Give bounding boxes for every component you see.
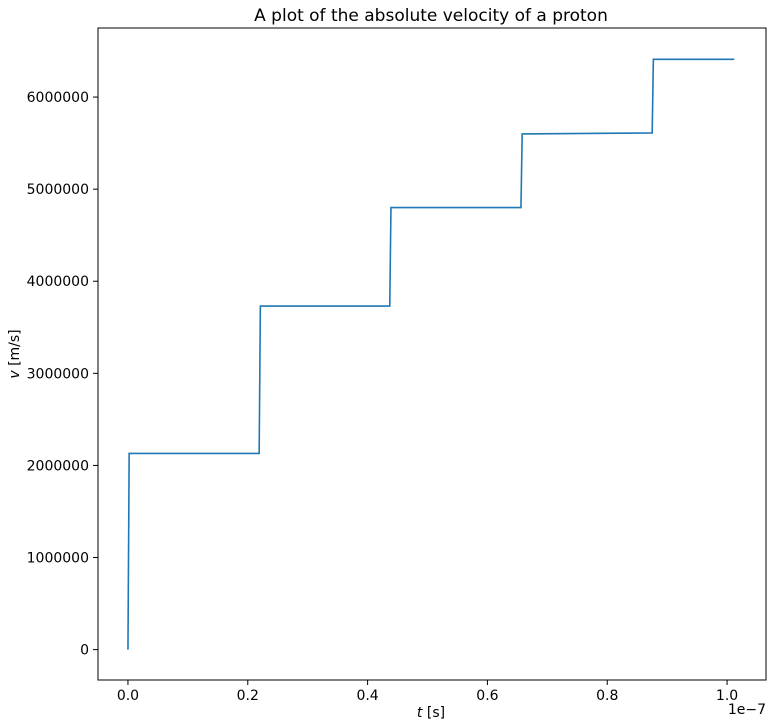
y-tick-label: 6000000 (27, 90, 89, 106)
series-line-0 (127, 58, 735, 650)
x-tick-label: 0.4 (356, 688, 378, 704)
plot-frame (97, 27, 767, 681)
x-tick-label: 0.6 (476, 688, 498, 704)
y-axis-label-unit: [m/s] (7, 329, 23, 370)
x-axis-label: t [s] (417, 705, 445, 721)
y-tick-label: 3000000 (27, 366, 89, 382)
x-tick-label: 0.0 (117, 688, 139, 704)
y-tick-label: 5000000 (27, 182, 89, 198)
x-axis-offset-text: 1e−7 (728, 702, 766, 718)
y-tick-label: 4000000 (27, 274, 89, 290)
y-tick-label: 1000000 (27, 551, 89, 567)
y-tick-label: 2000000 (27, 458, 89, 474)
x-axis: 0.0 0.2 0.4 0.6 0.8 1.0 (117, 680, 738, 704)
plot-area (97, 27, 767, 681)
y-axis-label-var: v (7, 370, 23, 379)
x-tick-label: 0.2 (237, 688, 259, 704)
x-axis-label-unit: [s] (422, 705, 445, 721)
x-tick-label: 1.0 (716, 688, 738, 704)
y-axis: 0 1000000 2000000 3000000 4000000 5000000 6000… (27, 90, 98, 659)
x-tick-label: 0.8 (596, 688, 618, 704)
x-axis-label-var: t (417, 705, 423, 721)
y-tick-label: 0 (80, 643, 89, 659)
y-axis-label: v [m/s] (7, 329, 23, 378)
chart-title: A plot of the absolute velocity of a pro… (254, 6, 608, 26)
